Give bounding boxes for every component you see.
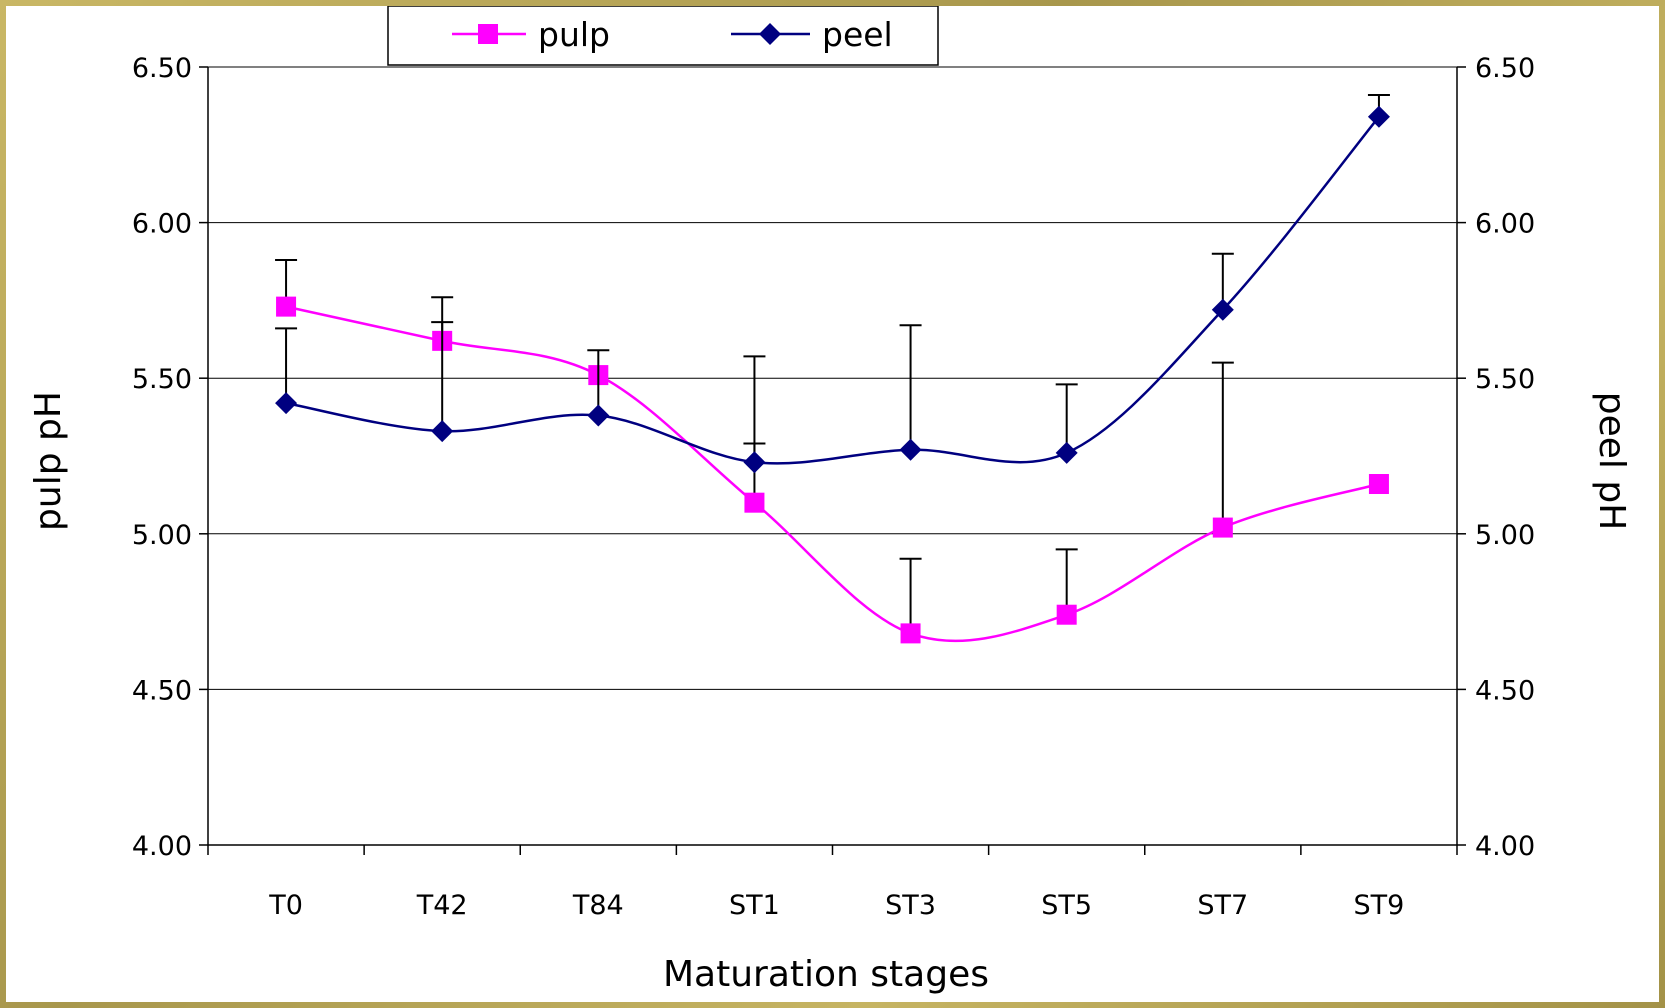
y-tick-label: 6.50 <box>132 53 192 84</box>
series-peel <box>275 94 1390 474</box>
data-point-peel <box>1055 441 1078 464</box>
series-line-pulp <box>285 305 1380 643</box>
y2-tick-label: 6.00 <box>1475 209 1535 240</box>
legend-peel-label: peel <box>822 15 893 54</box>
y2-tick-label: 5.50 <box>1475 364 1535 395</box>
y2-tick-label: 4.50 <box>1475 675 1535 706</box>
y2-tick-label: 4.00 <box>1475 831 1535 862</box>
x-tick-label: ST1 <box>729 890 780 921</box>
y-tick-label: 6.00 <box>132 209 192 240</box>
x-tick-label: T84 <box>572 890 624 921</box>
data-point-peel <box>899 438 922 461</box>
legend: pulp peel <box>387 5 939 66</box>
data-point-pulp <box>276 296 297 317</box>
data-point-peel <box>587 404 610 427</box>
axes <box>199 66 1466 855</box>
x-tick-label: T0 <box>268 890 303 921</box>
tick-labels: 4.00 4.50 5.00 5.50 6.00 6.50 4.00 4.50 5.00 5.50… <box>132 53 1535 921</box>
y2-axis-title: peel pH <box>1591 392 1632 531</box>
gridlines <box>208 66 1457 690</box>
series-pulp <box>275 258 1389 644</box>
data-point-peel <box>743 451 766 474</box>
data-point-pulp <box>1056 604 1077 625</box>
y-tick-label: 4.50 <box>132 675 192 706</box>
x-tick-label: ST9 <box>1354 890 1405 921</box>
y-axis-title: pulp pH <box>28 391 69 531</box>
data-point-pulp <box>1212 517 1233 538</box>
y2-tick-label: 6.50 <box>1475 53 1535 84</box>
series-line-peel <box>285 116 1380 465</box>
legend-entry-pulp: pulp <box>452 15 610 54</box>
series <box>275 94 1390 644</box>
x-axis-title: Maturation stages <box>663 954 989 995</box>
y-tick-label: 4.00 <box>132 831 192 862</box>
legend-pulp-marker <box>478 24 498 44</box>
chart-panel: 4.00 4.50 5.00 5.50 6.00 6.50 4.00 4.50 5.00 5.50… <box>6 5 1659 1002</box>
data-point-peel <box>275 392 298 415</box>
data-point-peel <box>431 420 454 443</box>
legend-pulp-label: pulp <box>538 15 610 54</box>
legend-entry-peel: peel <box>731 15 893 54</box>
legend-peel-marker <box>759 23 781 45</box>
chart-svg: 4.00 4.50 5.00 5.50 6.00 6.50 4.00 4.50 5.00 5.50… <box>28 5 1632 995</box>
data-point-pulp <box>744 492 765 513</box>
x-tick-label: ST7 <box>1197 890 1248 921</box>
data-point-pulp <box>1368 474 1389 495</box>
data-point-pulp <box>900 623 921 644</box>
x-tick-label: ST3 <box>885 890 936 921</box>
y-tick-label: 5.00 <box>132 520 192 551</box>
data-point-peel <box>1367 105 1390 128</box>
x-tick-label: T42 <box>416 890 468 921</box>
y-tick-label: 5.50 <box>132 364 192 395</box>
data-point-peel <box>1211 298 1234 321</box>
x-tick-label: ST5 <box>1041 890 1092 921</box>
y2-tick-label: 5.00 <box>1475 520 1535 551</box>
